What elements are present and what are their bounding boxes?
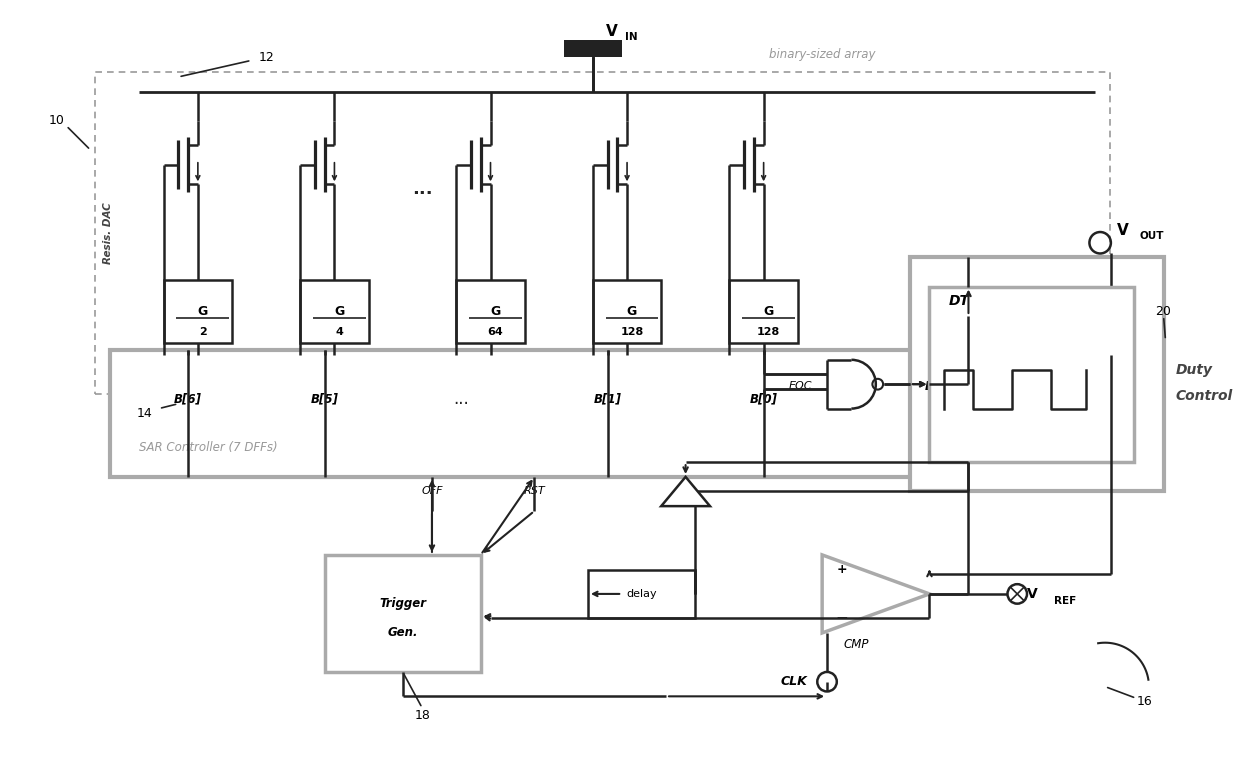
Text: G: G <box>764 304 774 318</box>
Bar <box>930 287 1135 463</box>
Text: G: G <box>626 304 637 318</box>
Bar <box>593 280 661 343</box>
Text: delay: delay <box>626 589 657 599</box>
Text: V: V <box>1117 223 1128 238</box>
Text: +: + <box>836 563 847 576</box>
Text: DT: DT <box>949 294 970 308</box>
Bar <box>110 350 968 477</box>
Text: B[5]: B[5] <box>311 392 339 405</box>
Text: 128: 128 <box>620 328 644 337</box>
Text: Trigger: Trigger <box>379 597 427 610</box>
Text: G: G <box>335 304 345 318</box>
Text: B[6]: B[6] <box>174 392 202 405</box>
Text: EOC: EOC <box>789 381 812 391</box>
Bar <box>300 280 368 343</box>
Text: IN: IN <box>625 32 637 42</box>
Text: 64: 64 <box>487 328 503 337</box>
Bar <box>588 569 696 619</box>
Text: 2: 2 <box>198 328 207 337</box>
Text: G: G <box>490 304 501 318</box>
Text: V: V <box>605 24 618 38</box>
Text: B[0]: B[0] <box>750 392 777 405</box>
Text: binary-sized array: binary-sized array <box>769 48 875 61</box>
Text: RST: RST <box>523 487 546 496</box>
Text: ...: ... <box>454 390 469 408</box>
Text: −: − <box>836 611 848 626</box>
Text: 14: 14 <box>136 407 153 420</box>
Text: 16: 16 <box>1136 695 1152 708</box>
Bar <box>325 555 481 672</box>
Text: 18: 18 <box>414 710 430 722</box>
Bar <box>95 72 1110 394</box>
Text: ...: ... <box>412 180 433 198</box>
Text: 4: 4 <box>335 328 343 337</box>
Text: DIR: DIR <box>676 487 696 496</box>
Bar <box>564 40 622 57</box>
Text: D: D <box>925 379 934 393</box>
Text: G: G <box>197 304 208 318</box>
Text: OFF: OFF <box>422 487 443 496</box>
Text: Control: Control <box>1176 389 1233 403</box>
Text: 12: 12 <box>258 51 274 64</box>
Text: 20: 20 <box>1156 304 1172 318</box>
Text: SAR Controller (7 DFFs): SAR Controller (7 DFFs) <box>139 441 278 454</box>
Polygon shape <box>661 477 711 506</box>
Text: OUT: OUT <box>1140 231 1163 241</box>
Text: CMP: CMP <box>843 638 869 652</box>
Text: CLK: CLK <box>781 675 807 688</box>
Text: Resis. DAC: Resis. DAC <box>103 202 113 264</box>
Bar <box>164 280 232 343</box>
Polygon shape <box>822 555 930 633</box>
Bar <box>910 257 1163 492</box>
Text: Gen.: Gen. <box>387 626 418 640</box>
Text: Duty: Duty <box>1176 362 1213 376</box>
Text: V: V <box>1027 587 1038 601</box>
Text: 10: 10 <box>48 114 64 127</box>
Bar <box>729 280 797 343</box>
Text: REF: REF <box>1054 596 1076 606</box>
Bar <box>456 280 525 343</box>
Text: 128: 128 <box>756 328 780 337</box>
Text: B[1]: B[1] <box>594 392 621 405</box>
